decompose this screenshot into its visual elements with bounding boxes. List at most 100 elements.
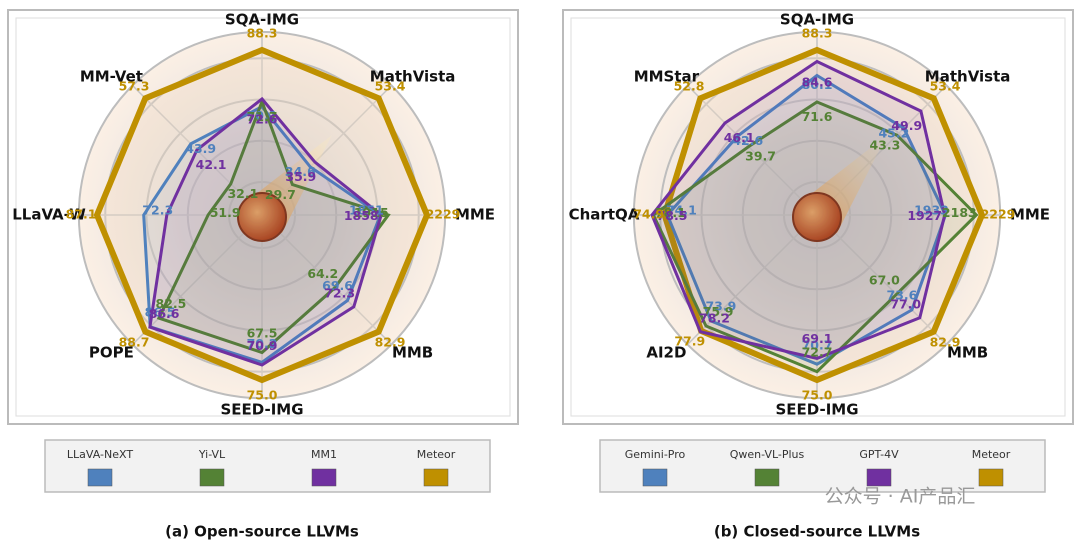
value-label: 34.6 [285,164,316,179]
icon-ball [792,192,842,242]
value-label: 70.1 [247,108,278,123]
value-label: 67.5 [247,326,278,341]
series-line [156,97,391,355]
legend-swatch [423,468,449,487]
spoke [686,84,818,216]
value-label: 78.2 [699,310,730,325]
series-line [148,96,383,367]
value-label: 67.0 [869,273,900,288]
value-label: 88.7 [119,334,150,349]
legend-label: Meteor [417,448,456,461]
legend-frame [599,439,1046,493]
axis-name: MMB [947,343,988,361]
axis-name: ChartQA [569,206,640,224]
legend-swatch [866,468,892,487]
value-label: 82.5 [156,296,187,311]
value-label: 88.3 [802,26,833,41]
value-label: 74.9 [633,207,664,222]
legend-label: GPT-4V [859,448,899,461]
value-label: 78.1 [655,205,686,220]
spoke [261,214,393,346]
axis-name: SQA-IMG [780,11,854,29]
axis-name: MathVista [370,68,456,86]
value-label: 77.9 [674,334,705,349]
axis-name: MMB [392,343,433,361]
spoke [131,214,263,346]
value-label: 75.0 [802,388,833,403]
axis-name: MME [455,206,495,224]
value-label: 75.0 [247,388,278,403]
value-label: 82.9 [375,334,406,349]
value-label: 73.6 [887,287,918,302]
series-line [651,100,979,374]
series-line [650,59,947,360]
value-label: 71.6 [802,109,833,124]
legend-label: Meteor [972,448,1011,461]
legend-label: Yi-VL [198,448,226,461]
axis-name: MathVista [925,68,1011,86]
legend-swatch [87,468,113,487]
value-label: 75.9 [703,304,734,319]
value-label: 43.3 [869,137,900,152]
value-label: 87.1 [66,207,97,222]
legend-swatch [642,468,668,487]
spoke [816,214,948,346]
value-label: 78.5 [657,208,688,223]
value-label: 1927 [907,208,942,223]
legend-swatch [199,468,225,487]
value-label: 2229 [981,207,1016,222]
value-label: 35.9 [285,169,316,184]
value-label: 45.2 [878,126,909,141]
series-line [93,46,431,384]
value-label: 51.9 [210,205,241,220]
value-label: 74.1 [666,202,697,217]
value-label: 72.3 [142,202,173,217]
watermark: 公众号 · AI产品汇 [825,486,976,508]
value-label: 1915 [354,205,389,220]
legend-swatch [311,468,337,487]
axis-name: LLaVA-W [12,206,86,224]
axis-name: SEED-IMG [220,401,303,419]
value-label: 39.7 [745,149,776,164]
value-label: 57.3 [119,79,150,94]
value-label: 1858 [344,208,379,223]
value-label: 46.1 [724,130,755,145]
legend-frame [44,439,491,493]
axis-name: AI2D [646,343,686,361]
axis-name: POPE [89,343,134,361]
series-line [661,46,986,384]
value-label: 1851 [349,202,384,217]
axis-name: SQA-IMG [225,11,299,29]
axis-name: SEED-IMG [775,401,858,419]
value-label: 69.1 [802,331,833,346]
value-label: 72.7 [802,345,833,360]
value-label: 53.4 [375,79,406,94]
value-label: 53.4 [930,79,961,94]
value-label: 52.8 [674,79,705,94]
value-label: 84.6 [802,74,833,89]
legend-label: MM1 [311,448,337,461]
value-label: 70.2 [247,336,278,351]
value-label: 42.6 [732,133,763,148]
value-label: 2183 [942,205,977,220]
value-label: 70.9 [247,338,278,353]
value-label: 72.6 [247,112,278,127]
value-label: 71.7 [247,109,278,124]
legend-label: Gemini-Pro [625,448,686,461]
value-label: 70.7 [802,338,833,353]
icon-ball [237,192,287,242]
value-label: 69.6 [322,278,353,293]
value-label: 73.9 [705,299,736,314]
value-label: 77.0 [890,297,921,312]
value-label: 29.7 [265,187,296,202]
value-label: 80.1 [802,77,833,92]
value-label: 42.1 [196,157,227,172]
caption: (b) Closed-source LLVMs [714,523,920,541]
value-label: 86.5 [145,304,176,319]
legend-label: Qwen-VL-Plus [730,448,805,461]
legend-swatch [978,468,1004,487]
spoke [686,214,818,346]
value-label: 88.3 [247,26,278,41]
